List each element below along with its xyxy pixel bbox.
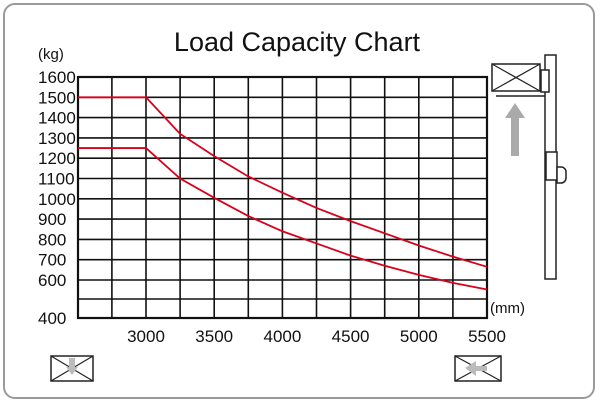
x-tick-labels: 3000 3500 4000 4500 5000 5500 [127, 327, 506, 346]
y-tick-label: 400 [38, 309, 66, 328]
y-tick-label: 1500 [38, 88, 76, 107]
x-tick-label: 3000 [127, 327, 165, 346]
x-axis-unit: (mm) [490, 300, 525, 317]
y-tick-label: 900 [38, 210, 66, 229]
capacity-lines [78, 96, 488, 291]
capacity-series-line-2 [78, 147, 488, 291]
pallet-box-icon [50, 355, 94, 382]
plot-border [76, 75, 489, 320]
y-tick-label: 1400 [38, 109, 76, 128]
y-tick-label: 1100 [38, 170, 75, 189]
y-tick-label: 700 [38, 251, 66, 270]
chart-title: Load Capacity Chart [174, 27, 421, 57]
y-tick-label: 1300 [38, 129, 76, 148]
capacity-series-line-1 [78, 96, 488, 268]
y-tick-label: 600 [38, 271, 66, 290]
pallet-box-icon [454, 355, 502, 382]
forklift-mast-icon [491, 54, 567, 280]
x-tick-label: 5000 [400, 327, 438, 346]
y-tick-label: 800 [38, 230, 66, 249]
y-axis-unit: (kg) [38, 46, 64, 63]
grid [76, 75, 489, 320]
y-tick-label: 1200 [38, 149, 76, 168]
up-arrow-icon [505, 103, 525, 156]
x-tick-label: 3500 [195, 327, 233, 346]
x-tick-label: 4000 [263, 327, 301, 346]
x-tick-label: 4500 [332, 327, 370, 346]
x-tick-label: 5500 [468, 327, 506, 346]
y-tick-label: 1600 [38, 68, 76, 87]
y-tick-label: 1000 [38, 190, 76, 209]
